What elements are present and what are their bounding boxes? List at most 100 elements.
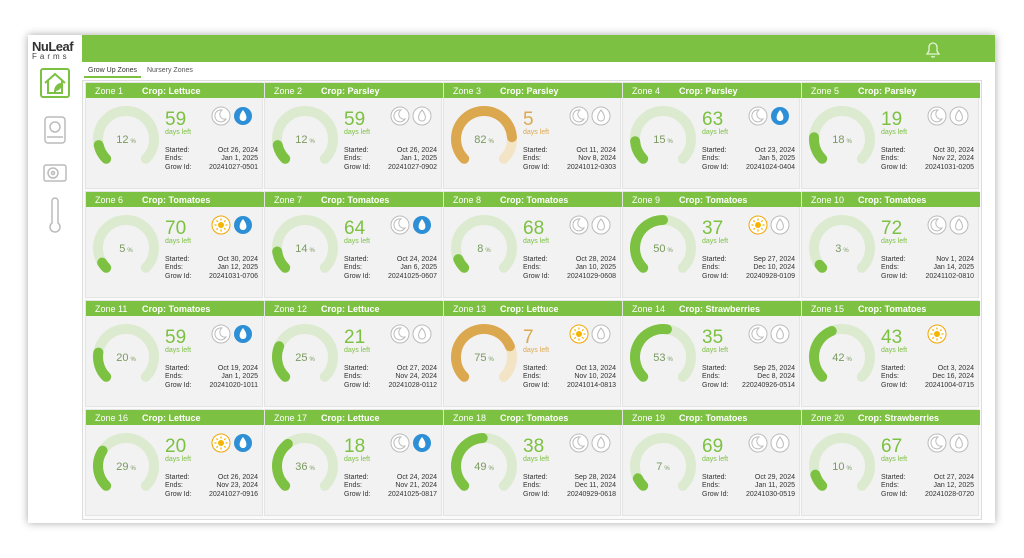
top-bar — [82, 35, 995, 62]
zone-card: Zone 8 Crop: Tomatoes 8% 68 days left Started… — [443, 191, 622, 298]
field-label: Started: — [881, 256, 906, 263]
field-value: Oct 19, 2024 — [218, 365, 258, 372]
days-left-label: days left — [165, 456, 191, 463]
gauge-value — [632, 473, 649, 491]
percent-unit: % — [309, 357, 315, 363]
days-left-label: days left — [523, 238, 549, 245]
percent-value: 12 — [295, 134, 307, 146]
gauge-track — [809, 215, 875, 273]
icon — [218, 440, 224, 446]
brand-sub: Farms — [32, 52, 70, 61]
zone-card: Zone 1 Crop: Lettuce 12% 59 days left Started… — [85, 82, 264, 189]
field-label: Started: — [165, 256, 190, 263]
days-left-value: 70 — [165, 218, 186, 239]
field-value: 220240926-0514 — [742, 382, 795, 389]
percent-unit: % — [488, 357, 494, 363]
field-value: Jan 1, 2025 — [400, 155, 437, 162]
icon-ray — [931, 328, 935, 332]
field-value: 20241102-0810 — [925, 273, 974, 280]
field-label: Grow Id: — [523, 164, 550, 171]
zone-name: Zone 10 — [811, 195, 844, 205]
field-label: Started: — [702, 147, 727, 154]
icon — [955, 436, 963, 449]
icon — [955, 218, 963, 231]
percent-value: 7 — [656, 461, 662, 473]
nav-fan[interactable] — [43, 164, 67, 182]
icon — [214, 109, 228, 123]
field-value: Oct 23, 2024 — [755, 147, 795, 154]
days-left-value: 59 — [344, 109, 365, 130]
days-left-label: days left — [881, 238, 907, 245]
status-sun — [927, 324, 947, 344]
gauge-track — [93, 215, 159, 273]
field-value: Jan 1, 2025 — [221, 373, 258, 380]
gauge-percent: 75% — [474, 352, 494, 364]
icon-ray — [752, 227, 756, 231]
nav-temperature[interactable] — [49, 197, 61, 233]
nav-devices[interactable] — [44, 116, 66, 144]
percent-unit: % — [667, 248, 673, 254]
gauge-value — [814, 259, 828, 273]
field-value: Nov 10, 2024 — [574, 373, 616, 380]
percent-unit: % — [309, 466, 315, 472]
field-value: Jan 5, 2025 — [758, 155, 795, 162]
status-moon — [927, 215, 947, 235]
icon — [218, 222, 224, 228]
icon-bg — [591, 106, 611, 126]
tab[interactable]: Nursery Zones — [146, 67, 193, 74]
zone-name: Zone 9 — [632, 195, 660, 205]
field-value: Dec 10, 2024 — [753, 264, 795, 271]
crop-name: Crop: Lettuce — [142, 413, 201, 423]
icon-bg — [949, 106, 969, 126]
days-left-value: 18 — [344, 436, 365, 457]
field-value: Oct 26, 2024 — [218, 147, 258, 154]
field-label: Started: — [344, 474, 369, 481]
crop-name: Crop: Strawberries — [858, 413, 939, 423]
field-label: Ends: — [523, 482, 541, 489]
field-value: 20241020-1011 — [209, 382, 258, 389]
icon-bg — [591, 433, 611, 453]
status-drop — [413, 434, 431, 452]
gauge-value — [272, 341, 291, 382]
status-moon — [390, 106, 410, 126]
notifications[interactable] — [923, 39, 943, 59]
field-value: 20241025-0607 — [388, 273, 437, 280]
crop-name: Crop: Parsley — [500, 86, 559, 96]
zone-name: Zone 17 — [274, 413, 307, 423]
percent-unit: % — [843, 248, 849, 254]
days-left-value: 43 — [881, 327, 902, 348]
crop-name: Crop: Tomatoes — [858, 304, 926, 314]
percent-unit: % — [488, 466, 494, 472]
field-label: Ends: — [702, 155, 720, 162]
tab[interactable]: Grow Up Zones — [84, 65, 142, 78]
field-label: Started: — [165, 147, 190, 154]
icon-bg — [412, 324, 432, 344]
field-value: 20241029-0608 — [567, 273, 616, 280]
field-label: Started: — [881, 474, 906, 481]
percent-value: 82 — [474, 134, 486, 146]
field-label: Grow Id: — [165, 491, 192, 498]
gauge-percent: 12% — [295, 134, 315, 146]
days-left-label: days left — [523, 347, 549, 354]
status-drop — [949, 215, 969, 235]
gauge-value — [630, 136, 649, 164]
zone-card: Zone 9 Crop: Tomatoes 50% 37 days left Starte… — [622, 191, 801, 298]
status-sun — [748, 215, 768, 235]
field-label: Ends: — [702, 373, 720, 380]
card-header — [623, 192, 801, 207]
gauge-value — [93, 347, 112, 382]
gauge-percent: 53% — [653, 352, 673, 364]
field-label: Ends: — [523, 155, 541, 162]
field-value: 20241004-0715 — [925, 382, 974, 389]
field-label: Started: — [344, 365, 369, 372]
zone-name: Zone 16 — [95, 413, 128, 423]
zone-name: Zone 2 — [274, 86, 302, 96]
icon-bg — [949, 215, 969, 235]
zone-name: Zone 1 — [95, 86, 123, 96]
zone-card: Zone 3 Crop: Parsley 82% 5 days left Started:… — [443, 82, 622, 189]
nav-home[interactable] — [40, 68, 70, 98]
icon — [955, 109, 963, 122]
